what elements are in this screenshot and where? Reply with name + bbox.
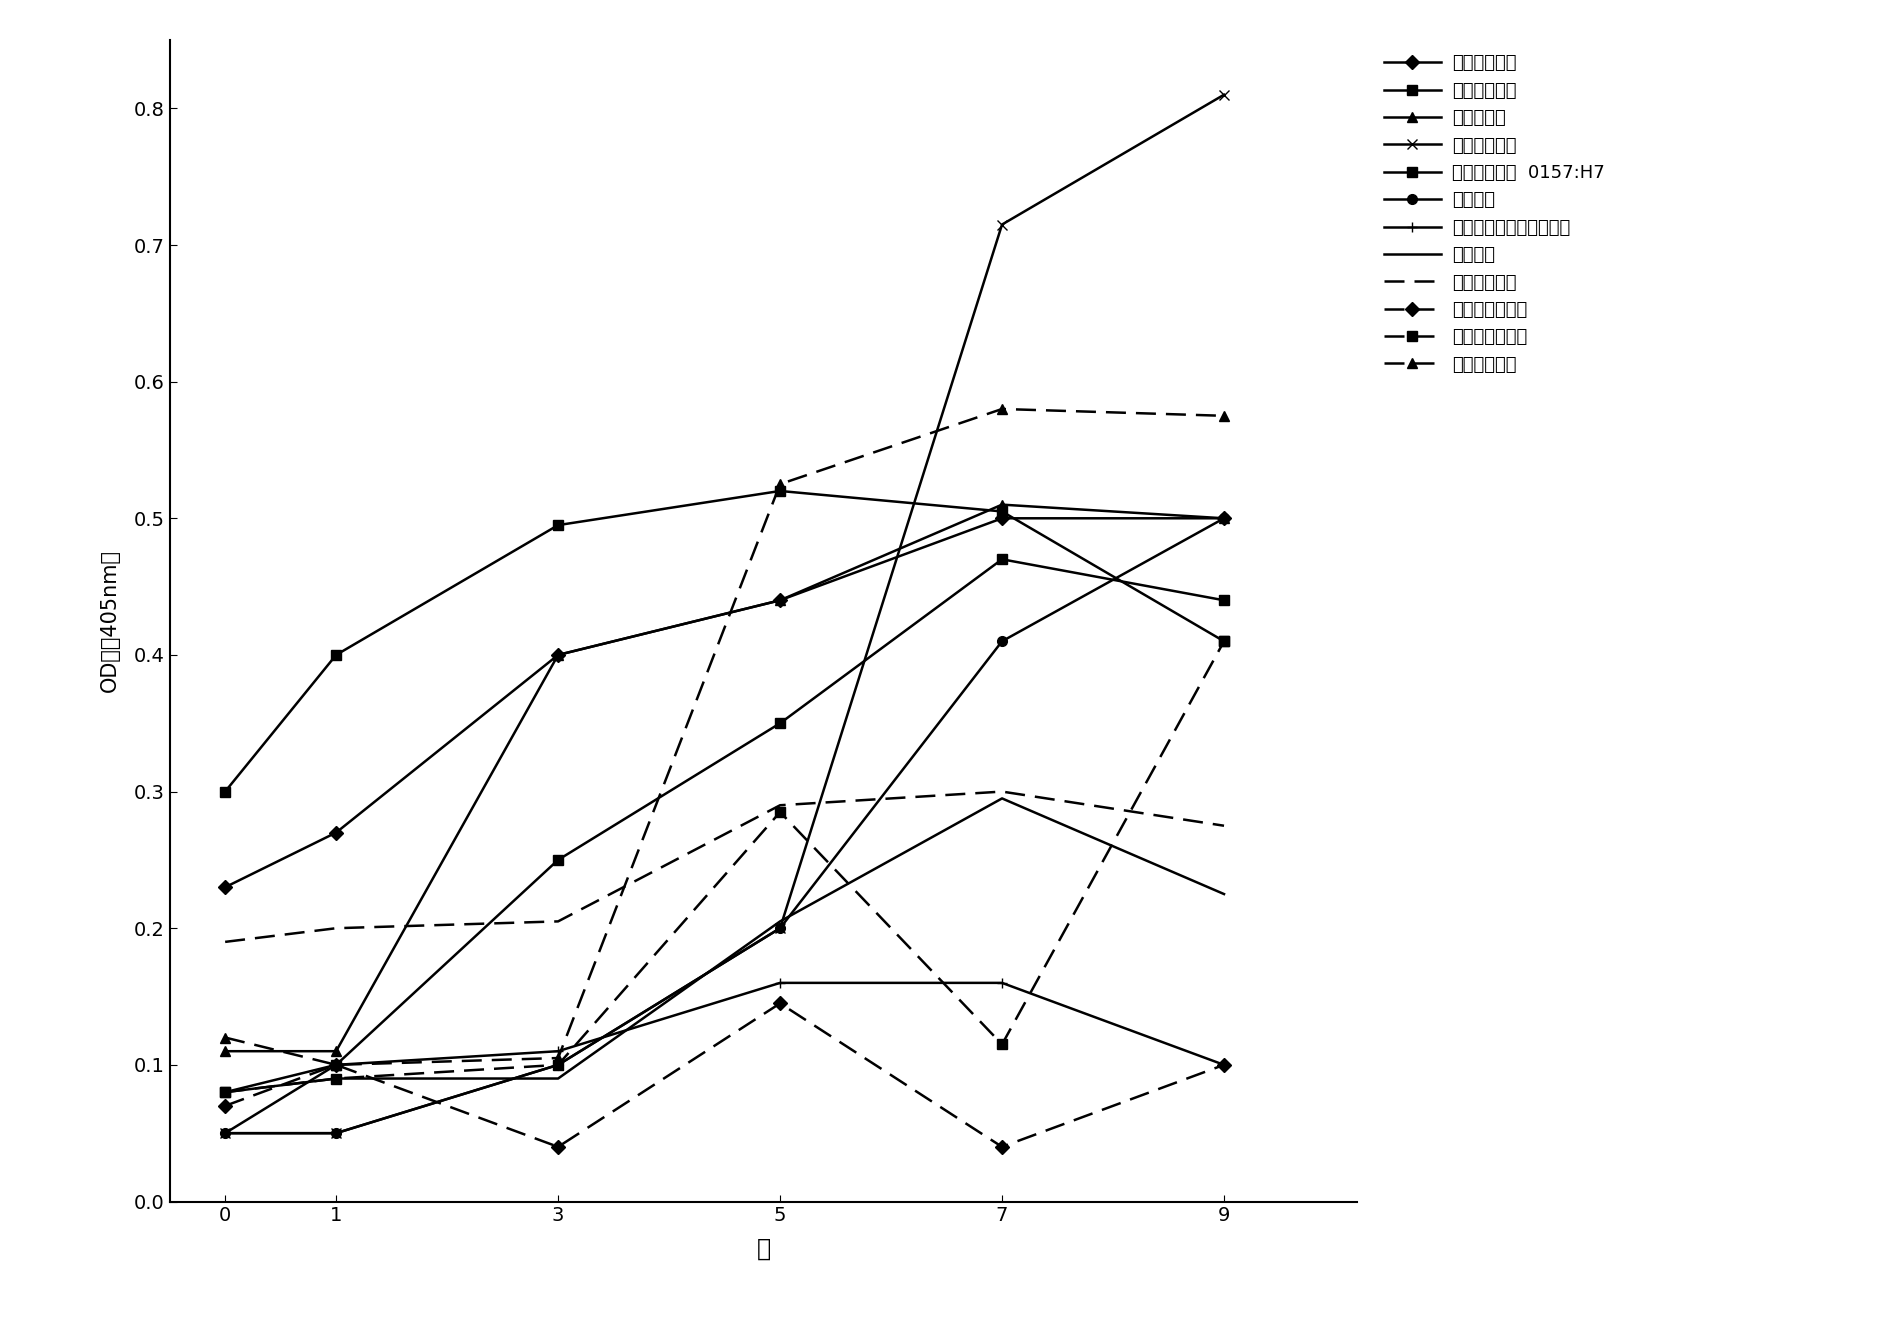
Y-axis label: OD値（405nm）: OD値（405nm） <box>100 549 121 693</box>
X-axis label: 周: 周 <box>756 1236 771 1260</box>
Legend: 喹水气单胞菌, 蜡状芽孢杆菌, 空肠弯曲菌, 产气苚膜梭菌, 大肠埃希氏菌  0157:H7, 乳酸杆菌, 单核细胞增生李斯特氏菌, 酰酒酵母, 肠炎沙门氏菌,: 喹水气单胞菌, 蜡状芽孢杆菌, 空肠弯曲菌, 产气苚膜梭菌, 大肠埃希氏菌 01… <box>1378 49 1610 379</box>
